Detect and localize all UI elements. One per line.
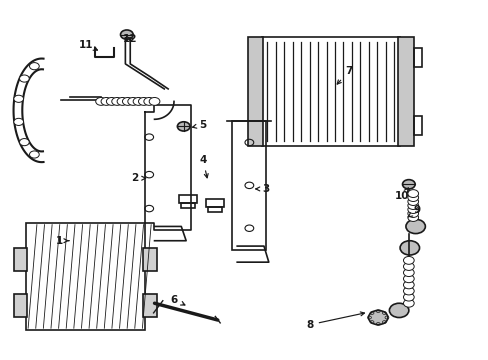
Bar bbox=[413, 48, 422, 67]
Circle shape bbox=[177, 122, 190, 131]
Circle shape bbox=[127, 98, 138, 105]
Bar bbox=[143, 248, 157, 271]
Bar bbox=[247, 37, 263, 146]
Circle shape bbox=[133, 98, 143, 105]
Circle shape bbox=[403, 281, 413, 289]
Circle shape bbox=[101, 98, 112, 105]
Circle shape bbox=[407, 194, 418, 202]
Circle shape bbox=[20, 139, 29, 146]
Circle shape bbox=[407, 190, 418, 198]
Circle shape bbox=[402, 180, 414, 189]
Text: 2: 2 bbox=[131, 173, 145, 183]
Circle shape bbox=[403, 262, 413, 270]
Circle shape bbox=[368, 310, 387, 325]
Circle shape bbox=[149, 98, 160, 105]
Text: 8: 8 bbox=[306, 312, 364, 330]
Bar bbox=[14, 294, 27, 317]
Circle shape bbox=[138, 98, 149, 105]
Circle shape bbox=[399, 241, 419, 255]
Circle shape bbox=[403, 275, 413, 283]
Text: 10: 10 bbox=[394, 188, 409, 201]
Bar bbox=[14, 248, 27, 271]
Circle shape bbox=[407, 213, 418, 221]
Circle shape bbox=[143, 98, 154, 105]
Text: 6: 6 bbox=[170, 295, 184, 305]
Bar bbox=[207, 207, 221, 212]
Circle shape bbox=[96, 98, 106, 105]
Text: 12: 12 bbox=[123, 34, 137, 44]
Circle shape bbox=[120, 30, 133, 39]
Bar bbox=[143, 294, 157, 317]
Circle shape bbox=[122, 98, 133, 105]
Circle shape bbox=[117, 98, 127, 105]
Circle shape bbox=[403, 269, 413, 276]
Bar bbox=[181, 203, 195, 208]
Text: 5: 5 bbox=[192, 120, 206, 130]
Text: 4: 4 bbox=[199, 156, 208, 178]
Text: 9: 9 bbox=[407, 205, 420, 217]
Circle shape bbox=[403, 293, 413, 301]
Circle shape bbox=[403, 256, 413, 264]
Circle shape bbox=[403, 299, 413, 307]
Circle shape bbox=[407, 198, 418, 206]
Bar bbox=[26, 223, 144, 330]
Bar bbox=[397, 37, 413, 146]
Bar bbox=[205, 199, 224, 207]
Circle shape bbox=[29, 151, 39, 158]
Circle shape bbox=[407, 202, 418, 210]
Circle shape bbox=[106, 98, 117, 105]
Circle shape bbox=[20, 75, 29, 82]
Bar bbox=[413, 116, 422, 135]
Circle shape bbox=[407, 210, 418, 217]
Text: 11: 11 bbox=[79, 40, 97, 50]
Circle shape bbox=[405, 219, 425, 234]
Text: 3: 3 bbox=[255, 184, 269, 194]
Text: 7: 7 bbox=[337, 66, 352, 84]
Circle shape bbox=[14, 118, 23, 126]
Circle shape bbox=[112, 98, 122, 105]
Text: 1: 1 bbox=[56, 236, 69, 246]
Circle shape bbox=[29, 63, 39, 70]
Circle shape bbox=[403, 287, 413, 295]
Circle shape bbox=[407, 206, 418, 213]
Bar bbox=[232, 121, 266, 249]
Circle shape bbox=[388, 303, 408, 318]
Bar bbox=[179, 195, 197, 203]
Circle shape bbox=[14, 95, 23, 102]
Bar bbox=[261, 37, 399, 146]
